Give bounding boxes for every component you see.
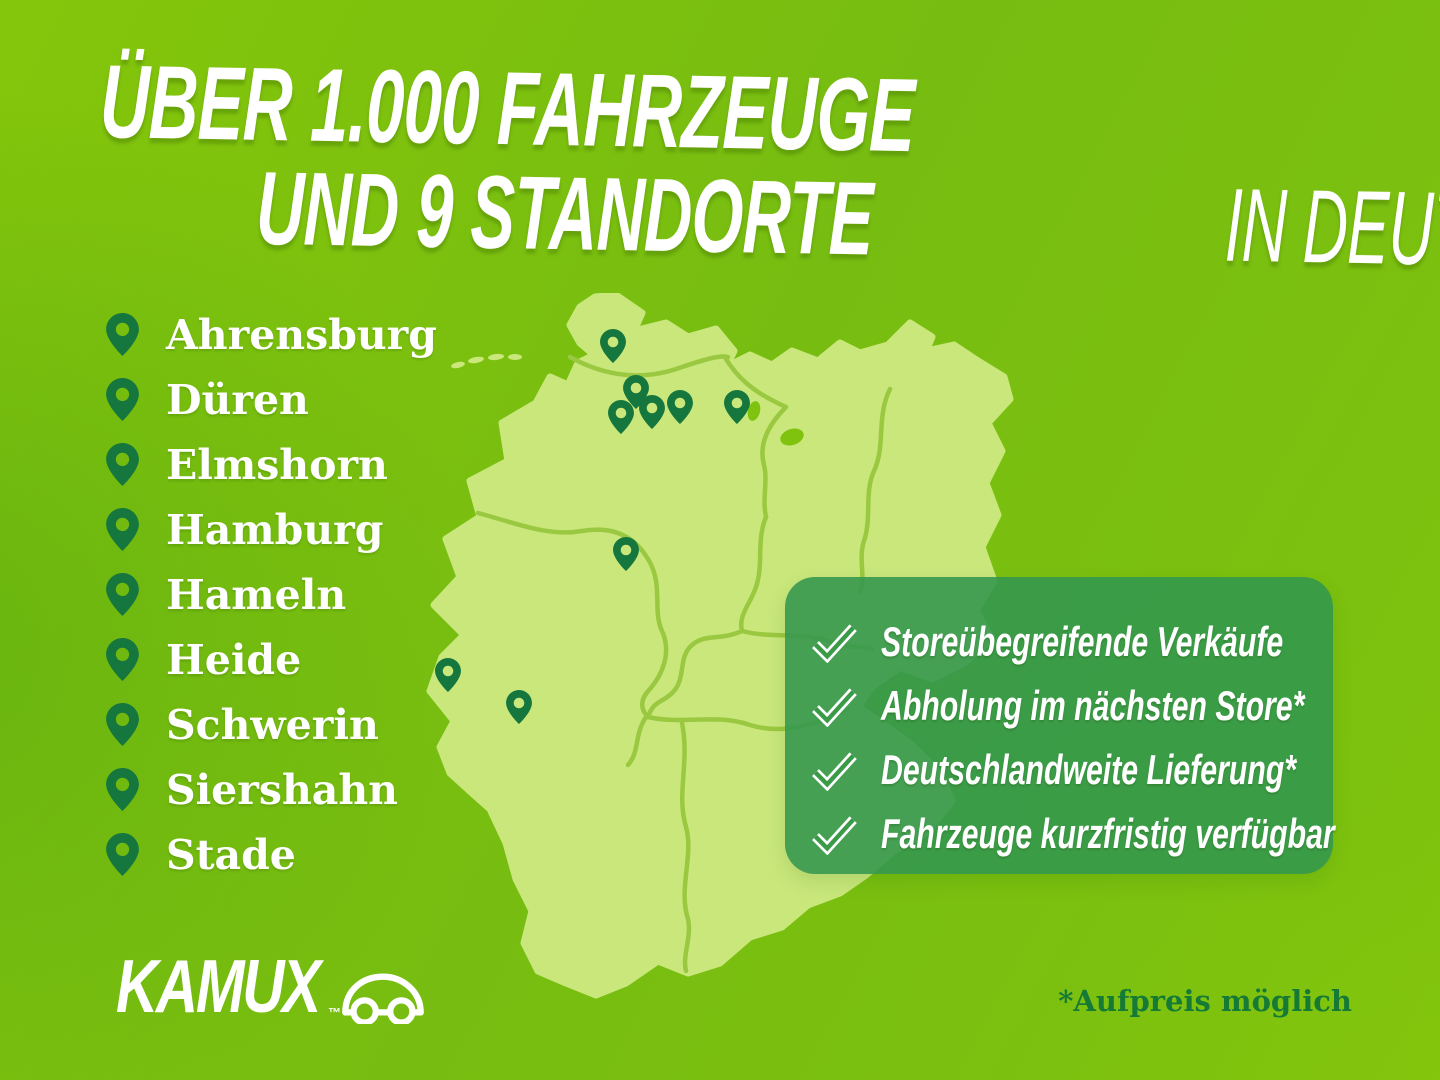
check-icon [812, 752, 857, 791]
map-pin-icon [106, 508, 139, 551]
location-list-item: Ahrensburg [106, 302, 437, 367]
map-pin-icon [506, 690, 532, 724]
map-pin-icon [106, 703, 139, 746]
map-pin-icon [106, 573, 139, 616]
benefit-item: Abholung im nächsten Store* [809, 674, 1333, 738]
location-list: Ahrensburg Düren Elmshorn Hamburg Hameln… [106, 302, 437, 887]
map-pin-icon [667, 390, 693, 424]
map-pin-icon [106, 768, 139, 811]
check-icon [812, 816, 857, 855]
location-label: Heide [166, 635, 302, 684]
check-icon [812, 624, 857, 663]
location-label: Hamburg [166, 505, 384, 554]
benefit-label: Abholung im nächsten Store* [881, 682, 1305, 729]
map-pin-icon [435, 658, 461, 692]
check-icon [812, 688, 857, 727]
location-list-item: Stade [106, 822, 437, 887]
location-label: Ahrensburg [166, 310, 437, 359]
lakes [747, 401, 804, 446]
benefit-label: Storeübegreifende Verkäufe [881, 618, 1284, 665]
benefit-item: Deutschlandweite Lieferung* [809, 738, 1333, 802]
map-pin-icon [613, 537, 639, 571]
location-list-item: Heide [106, 627, 437, 692]
benefit-item: Fahrzeuge kurzfristig verfügbar [809, 802, 1335, 866]
location-list-item: Elmshorn [106, 432, 437, 497]
headline-line-2: UND 9 STANDORTE IN DEUTSCHLAND [255, 150, 1440, 294]
headline: ÜBER 1.000 FAHRZEUGE UND 9 STANDORTE IN D… [97, 44, 1440, 294]
map-pin-icon [106, 833, 139, 876]
state-borders [475, 354, 893, 974]
kamux-wordmark: KAMUX [116, 944, 321, 1028]
location-list-item: Düren [106, 367, 437, 432]
map-pin-icon [106, 313, 139, 356]
islands [451, 353, 522, 369]
location-label: Hameln [166, 570, 347, 619]
location-label: Stade [166, 830, 296, 879]
location-list-item: Siershahn [106, 757, 437, 822]
headline-line1-text: ÜBER 1.000 FAHRZEUGE [99, 44, 916, 175]
map-pin-icon [724, 390, 750, 424]
location-list-item: Hameln [106, 562, 437, 627]
map-pin-icon [639, 395, 665, 429]
map-pin-icon [106, 443, 139, 486]
benefit-item: Storeübegreifende Verkäufe [809, 610, 1333, 674]
kamux-logo: KAMUX ™ [116, 949, 456, 1026]
footnote: *Aufpreis möglich [1058, 984, 1352, 1018]
map-pin-icon [106, 378, 139, 421]
location-label: Schwerin [166, 700, 379, 749]
location-list-item: Hamburg [106, 497, 437, 562]
map-pin-icon [600, 329, 626, 363]
location-label: Düren [166, 375, 309, 424]
headline-line2-strong: UND 9 STANDORTE [255, 150, 874, 278]
map-pin-icon [608, 400, 634, 434]
location-list-item: Schwerin [106, 692, 437, 757]
location-label: Siershahn [166, 765, 398, 814]
location-label: Elmshorn [166, 440, 388, 489]
benefits-panel: Storeübegreifende Verkäufe Abholung im n… [785, 577, 1335, 874]
headline-line2-regular: IN DEUTSCHLAND [1224, 167, 1440, 294]
benefit-label: Deutschlandweite Lieferung* [881, 746, 1297, 793]
trademark-symbol: ™ [328, 1005, 341, 1020]
map-pin-icon [106, 638, 139, 681]
benefit-list: Storeübegreifende Verkäufe Abholung im n… [809, 610, 1335, 866]
benefit-label: Fahrzeuge kurzfristig verfügbar [881, 810, 1335, 857]
car-icon [342, 973, 424, 1024]
